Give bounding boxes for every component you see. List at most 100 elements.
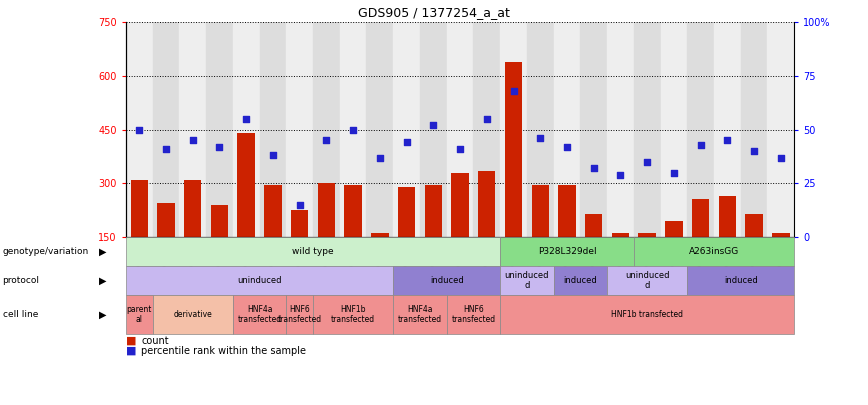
Point: [560, 143, 574, 150]
Bar: [393, 22, 420, 237]
Text: wild type: wild type: [293, 247, 334, 256]
Point: [667, 169, 681, 176]
Bar: [692, 199, 709, 237]
Bar: [184, 180, 201, 237]
Bar: [581, 22, 607, 237]
Bar: [339, 22, 366, 237]
Bar: [531, 185, 549, 237]
Bar: [451, 173, 469, 237]
Bar: [318, 183, 335, 237]
Bar: [558, 185, 575, 237]
Bar: [612, 233, 629, 237]
Bar: [126, 22, 153, 237]
Point: [399, 139, 413, 146]
Text: ■: ■: [126, 346, 136, 356]
Bar: [585, 214, 602, 237]
Point: [426, 122, 440, 128]
Bar: [345, 185, 362, 237]
Text: HNF4a
transfected: HNF4a transfected: [238, 305, 281, 324]
Bar: [260, 22, 286, 237]
Bar: [767, 22, 794, 237]
Bar: [424, 185, 442, 237]
Point: [346, 126, 360, 133]
Point: [293, 202, 306, 208]
Point: [507, 88, 521, 94]
Point: [240, 115, 253, 122]
Point: [453, 146, 467, 152]
Text: count: count: [141, 336, 169, 346]
Bar: [211, 205, 228, 237]
Text: induced: induced: [724, 276, 758, 285]
Text: percentile rank within the sample: percentile rank within the sample: [141, 346, 306, 356]
Text: HNF4a
transfected: HNF4a transfected: [398, 305, 442, 324]
Point: [694, 141, 707, 148]
Text: parent
al: parent al: [127, 305, 152, 324]
Bar: [372, 233, 389, 237]
Bar: [500, 22, 527, 237]
Bar: [291, 210, 308, 237]
Point: [533, 135, 547, 141]
Bar: [206, 22, 233, 237]
Point: [641, 159, 654, 165]
Bar: [665, 221, 682, 237]
Bar: [130, 180, 148, 237]
Bar: [313, 22, 339, 237]
Bar: [719, 196, 736, 237]
Text: HNF1b transfected: HNF1b transfected: [611, 310, 683, 319]
Bar: [420, 22, 447, 237]
Point: [186, 137, 200, 143]
Point: [266, 152, 279, 159]
Point: [720, 137, 734, 143]
Text: HNF6
transfected: HNF6 transfected: [278, 305, 322, 324]
Bar: [527, 22, 554, 237]
Bar: [478, 171, 496, 237]
Bar: [473, 22, 500, 237]
Text: genotype/variation: genotype/variation: [3, 247, 89, 256]
Text: A263insGG: A263insGG: [689, 247, 740, 256]
Bar: [687, 22, 714, 237]
Bar: [286, 22, 313, 237]
Bar: [714, 22, 740, 237]
Text: protocol: protocol: [3, 276, 40, 285]
Text: HNF6
transfected: HNF6 transfected: [451, 305, 496, 324]
Bar: [639, 233, 656, 237]
Bar: [153, 22, 180, 237]
Text: uninduced: uninduced: [237, 276, 282, 285]
Point: [373, 154, 387, 161]
Bar: [505, 62, 523, 237]
Text: cell line: cell line: [3, 310, 38, 319]
Bar: [238, 133, 255, 237]
Text: ■: ■: [126, 336, 136, 346]
Text: uninduced
d: uninduced d: [625, 271, 669, 290]
Point: [480, 115, 494, 122]
Bar: [398, 187, 415, 237]
Bar: [180, 22, 206, 237]
Point: [614, 171, 628, 178]
Bar: [607, 22, 634, 237]
Text: GDS905 / 1377254_a_at: GDS905 / 1377254_a_at: [358, 6, 510, 19]
Bar: [746, 214, 763, 237]
Bar: [157, 203, 174, 237]
Point: [319, 137, 333, 143]
Bar: [634, 22, 661, 237]
Point: [213, 143, 227, 150]
Bar: [661, 22, 687, 237]
Point: [159, 146, 173, 152]
Bar: [233, 22, 260, 237]
Bar: [366, 22, 393, 237]
Text: induced: induced: [430, 276, 464, 285]
Text: HNF1b
transfected: HNF1b transfected: [331, 305, 375, 324]
Point: [132, 126, 146, 133]
Text: P328L329del: P328L329del: [537, 247, 596, 256]
Text: derivative: derivative: [174, 310, 212, 319]
Bar: [264, 185, 281, 237]
Point: [587, 165, 601, 171]
Bar: [740, 22, 767, 237]
Text: ▶: ▶: [99, 247, 106, 256]
Text: ▶: ▶: [99, 309, 106, 320]
Text: induced: induced: [563, 276, 597, 285]
Bar: [447, 22, 473, 237]
Bar: [773, 233, 790, 237]
Text: ▶: ▶: [99, 276, 106, 286]
Bar: [554, 22, 581, 237]
